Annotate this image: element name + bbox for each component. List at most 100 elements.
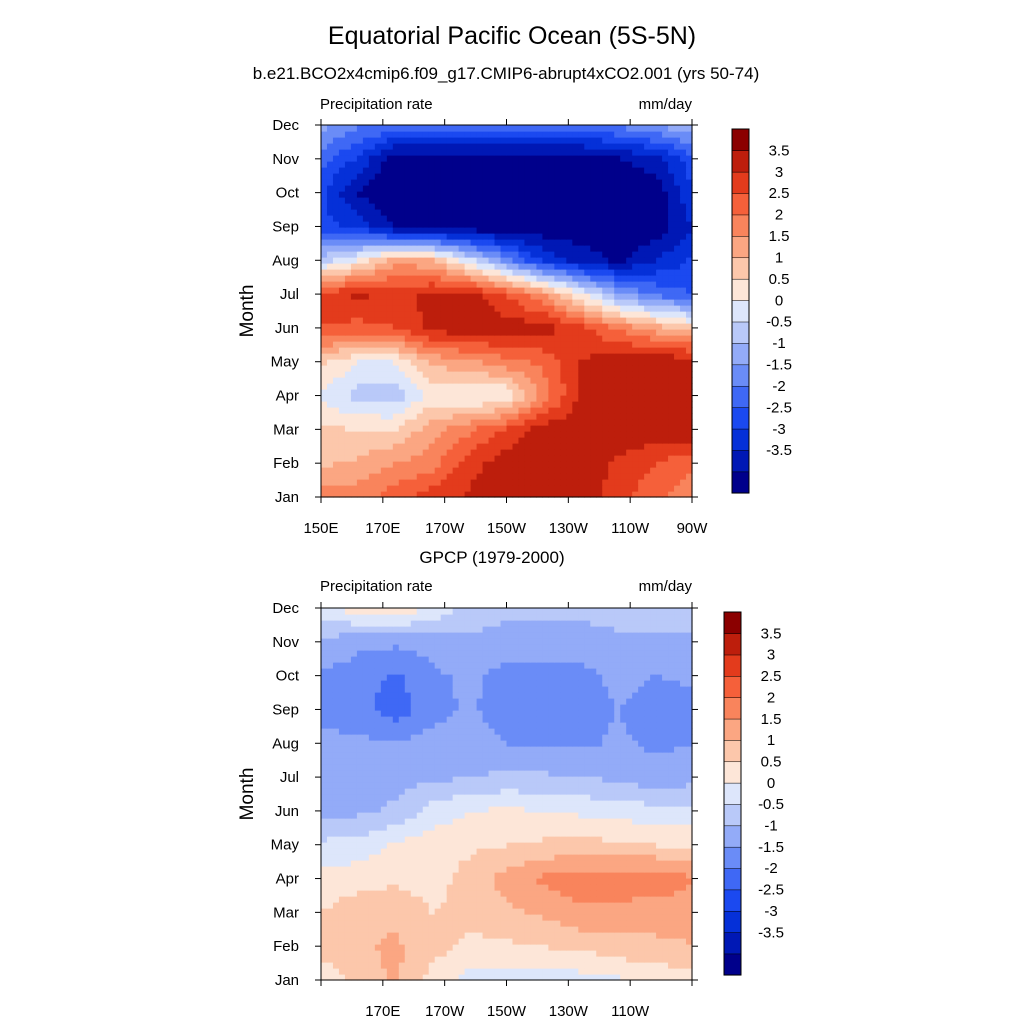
contour-cell xyxy=(470,221,478,228)
contour-cell xyxy=(410,161,418,168)
contour-cell xyxy=(476,281,484,288)
contour-cell xyxy=(566,473,573,480)
contour-cell xyxy=(596,359,603,366)
contour-cell xyxy=(614,944,621,951)
contour-cell xyxy=(338,137,346,144)
contour-cell xyxy=(332,377,340,384)
contour-cell xyxy=(482,347,490,354)
contour-cell xyxy=(446,908,454,915)
contour-cell xyxy=(458,365,466,372)
contour-cell xyxy=(548,431,555,438)
contour-cell xyxy=(524,341,532,348)
contour-cell xyxy=(626,914,633,921)
contour-cell xyxy=(638,143,645,150)
contour-cell xyxy=(512,419,520,426)
contour-cell xyxy=(326,884,334,891)
contour-cell xyxy=(524,317,532,324)
contour-cell xyxy=(542,155,549,162)
contour-cell xyxy=(542,215,549,222)
contour-cell xyxy=(662,245,669,252)
contour-cell xyxy=(638,401,645,408)
contour-cell xyxy=(321,908,328,915)
contour-cell xyxy=(380,950,388,957)
contour-cell xyxy=(596,926,603,933)
contour-cell xyxy=(434,131,442,138)
contour-cell xyxy=(530,419,538,426)
contour-cell xyxy=(416,317,424,324)
contour-cell xyxy=(578,908,585,915)
contour-cell xyxy=(548,137,555,144)
contour-cell xyxy=(422,359,430,366)
contour-cell xyxy=(368,968,376,975)
contour-cell xyxy=(602,353,609,360)
contour-cell xyxy=(350,449,358,456)
contour-cell xyxy=(524,383,532,390)
contour-cell xyxy=(530,920,538,927)
contour-cell xyxy=(566,443,573,450)
contour-cell xyxy=(572,389,579,396)
contour-cell xyxy=(416,914,424,921)
contour-cell xyxy=(398,461,406,468)
contour-cell xyxy=(584,401,591,408)
contour-cell xyxy=(644,890,651,897)
contour-cell xyxy=(668,908,675,915)
contour-cell xyxy=(638,227,645,234)
contour-cell xyxy=(326,467,334,474)
contour-cell xyxy=(590,131,597,138)
contour-cell xyxy=(626,377,633,384)
contour-cell xyxy=(542,878,549,885)
contour-cell xyxy=(458,938,466,945)
contour-cell xyxy=(440,890,448,897)
contour-cell xyxy=(662,251,669,258)
contour-cell xyxy=(464,968,472,975)
contour-cell xyxy=(500,311,508,318)
contour-cell xyxy=(632,185,639,192)
contour-cell xyxy=(470,359,478,366)
contour-cell xyxy=(506,245,514,252)
contour-cell xyxy=(668,878,675,885)
contour-cell xyxy=(524,155,532,162)
contour-cell xyxy=(470,173,478,180)
contour-cell xyxy=(656,233,663,240)
contour-cell xyxy=(404,449,412,456)
contour-cell xyxy=(668,884,675,891)
contour-cell xyxy=(356,173,364,180)
contour-cell xyxy=(614,275,621,282)
contour-cell xyxy=(554,902,561,909)
contour-cell xyxy=(584,281,591,288)
contour-cell xyxy=(674,962,681,969)
contour-cell xyxy=(428,932,436,939)
contour-cell xyxy=(578,335,585,342)
contour-cell xyxy=(572,209,579,216)
contour-cell xyxy=(464,263,472,270)
contour-cell xyxy=(440,968,448,975)
contour-cell xyxy=(332,227,340,234)
contour-cell xyxy=(458,245,466,252)
contour-cell xyxy=(566,944,573,951)
contour-cell xyxy=(368,908,376,915)
contour-cell xyxy=(518,896,526,903)
contour-cell xyxy=(452,902,460,909)
contour-cell xyxy=(356,461,364,468)
contour-cell xyxy=(662,878,669,885)
contour-cell xyxy=(434,365,442,372)
contour-cell xyxy=(644,950,651,957)
contour-cell xyxy=(560,485,567,492)
contour-cell xyxy=(614,938,621,945)
contour-cell xyxy=(626,317,633,324)
contour-cell xyxy=(404,437,412,444)
contour-cell xyxy=(626,890,633,897)
contour-cell xyxy=(518,491,526,498)
contour-cell xyxy=(530,902,538,909)
contour-cell xyxy=(662,281,669,288)
contour-cell xyxy=(608,383,615,390)
contour-cell xyxy=(410,914,418,921)
contour-cell xyxy=(482,167,490,174)
contour-cell xyxy=(464,155,472,162)
contour-cell xyxy=(344,233,352,240)
contour-cell xyxy=(638,221,645,228)
contour-cell xyxy=(602,263,609,270)
contour-cell xyxy=(680,167,687,174)
contour-cell xyxy=(446,443,454,450)
contour-cell xyxy=(338,317,346,324)
